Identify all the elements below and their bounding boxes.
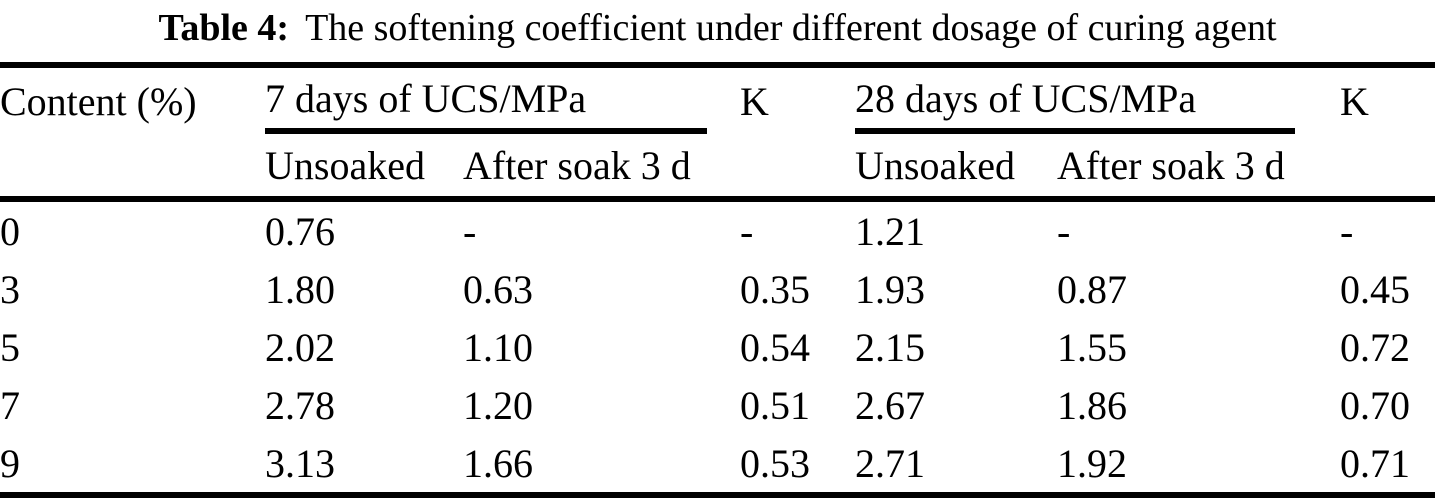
cell-content: 7	[0, 382, 20, 428]
cell-k-28d: 0.45	[1340, 266, 1411, 312]
table-row: 5 2.02 1.10 0.54 2.15 1.55 0.72	[0, 318, 1435, 376]
cell-7d-unsoaked: 0.76	[265, 208, 335, 254]
col-header-aftersoak-28d: After soak 3 d	[1057, 134, 1341, 202]
col-header-unsoaked-28d: Unsoaked	[855, 134, 1058, 202]
cell-28d-soaked: 1.92	[1057, 440, 1128, 486]
header-row-subcolumns: Unsoaked After soak 3 d Unsoaked After s…	[0, 134, 1435, 202]
col-header-content: Content (%)	[0, 78, 197, 124]
cell-28d-unsoaked: 2.67	[855, 382, 926, 428]
cell-k-7d: -	[740, 208, 754, 254]
header-spacer-k-28d	[1340, 134, 1435, 202]
table-row: 0 0.76 - - 1.21 - -	[0, 199, 1435, 260]
cell-k-28d: 0.72	[1340, 324, 1411, 370]
header-spacer-content	[0, 134, 265, 202]
col-header-k-7d: K	[740, 78, 769, 124]
table-caption-label: Table 4:	[158, 7, 290, 49]
cell-28d-unsoaked: 1.21	[855, 208, 926, 254]
cell-7d-soaked: 1.20	[463, 382, 533, 428]
cell-28d-unsoaked: 2.15	[855, 324, 926, 370]
table-row: 3 1.80 0.63 0.35 1.93 0.87 0.45	[0, 260, 1435, 318]
col-group-28d: 28 days of UCS/MPa	[855, 65, 1340, 134]
cell-28d-soaked: -	[1057, 208, 1071, 254]
col-group-7d: 7 days of UCS/MPa	[265, 65, 740, 134]
cell-k-7d: 0.54	[740, 324, 811, 370]
cell-k-7d: 0.51	[740, 382, 811, 428]
softening-coefficient-table: Content (%) 7 days of UCS/MPa K 28 days …	[0, 62, 1435, 498]
col-header-aftersoak-7d: After soak 3 d	[463, 134, 741, 202]
cell-k-28d: 0.71	[1340, 440, 1411, 486]
cell-7d-unsoaked: 3.13	[265, 440, 335, 486]
cell-7d-unsoaked: 1.80	[265, 266, 335, 312]
table-caption: Table 4: The softening coefficient under …	[0, 0, 1435, 62]
table-row: 7 2.78 1.20 0.51 2.67 1.86 0.70	[0, 376, 1435, 434]
table-row: 9 3.13 1.66 0.53 2.71 1.92 0.71	[0, 434, 1435, 495]
cell-28d-soaked: 1.55	[1057, 324, 1128, 370]
cell-content: 5	[0, 324, 20, 370]
cell-k-28d: 0.70	[1340, 382, 1411, 428]
cell-28d-soaked: 0.87	[1057, 266, 1128, 312]
cell-k-7d: 0.35	[740, 266, 811, 312]
cell-7d-unsoaked: 2.02	[265, 324, 335, 370]
cell-7d-soaked: 0.63	[463, 266, 533, 312]
header-row-groups: Content (%) 7 days of UCS/MPa K 28 days …	[0, 65, 1435, 134]
cell-28d-unsoaked: 1.93	[855, 266, 926, 312]
cell-28d-soaked: 1.86	[1057, 382, 1128, 428]
cell-content: 3	[0, 266, 20, 312]
cell-content: 9	[0, 440, 20, 486]
col-header-unsoaked-7d: Unsoaked	[265, 134, 463, 202]
cell-k-28d: -	[1340, 208, 1354, 254]
cell-28d-unsoaked: 2.71	[855, 440, 926, 486]
col-group-7d-label: 7 days of UCS/MPa	[265, 68, 708, 134]
cell-7d-unsoaked: 2.78	[265, 382, 335, 428]
cell-k-7d: 0.53	[740, 440, 811, 486]
table-caption-text: The softening coefficient under differen…	[305, 7, 1277, 49]
cell-7d-soaked: 1.10	[463, 324, 533, 370]
cell-7d-soaked: -	[463, 208, 477, 254]
cell-7d-soaked: 1.66	[463, 440, 533, 486]
header-spacer-k-7d	[740, 134, 856, 202]
col-header-k-28d: K	[1340, 78, 1369, 124]
col-group-28d-label: 28 days of UCS/MPa	[855, 68, 1296, 134]
cell-content: 0	[0, 208, 20, 254]
